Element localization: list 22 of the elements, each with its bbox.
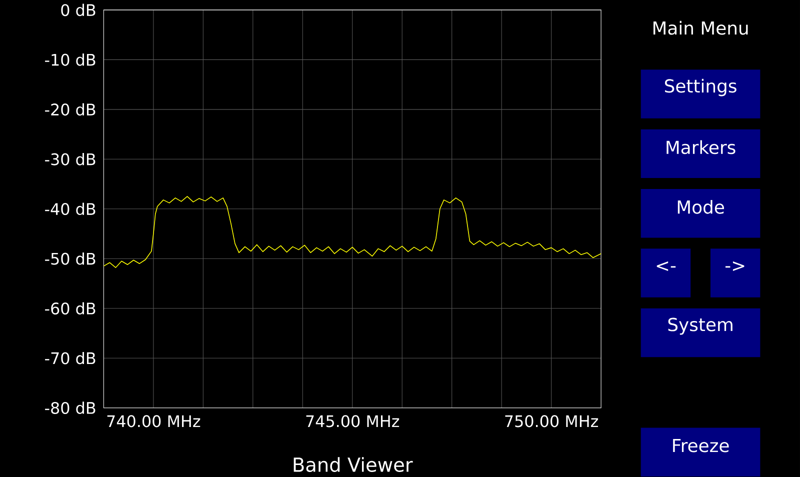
y-tick-label: -30 dB xyxy=(45,152,96,166)
y-tick-label: -60 dB xyxy=(45,302,96,314)
text: Settings xyxy=(664,78,736,96)
text: System xyxy=(668,318,732,335)
text: Main Menu xyxy=(654,20,748,35)
y-tick-label: 0 dB xyxy=(61,4,96,16)
text: <- xyxy=(656,261,676,271)
y-tick-label: -70 dB xyxy=(45,352,96,364)
text: Mode xyxy=(678,200,724,214)
text: Band Viewer xyxy=(294,456,413,472)
y-tick-label: -80 dB xyxy=(45,401,96,414)
text: Markers xyxy=(666,140,736,154)
x-tick-label: 745.00 MHz xyxy=(306,414,400,427)
line-series xyxy=(104,196,602,268)
y-tick-label: -40 dB xyxy=(45,202,96,215)
text: -> xyxy=(725,261,744,271)
x-tick-label: 740.00 MHz xyxy=(107,414,200,427)
y-tick-label: -10 dB xyxy=(45,53,96,66)
y-tick-label: -20 dB xyxy=(45,103,96,116)
text: Freeze xyxy=(673,438,729,452)
x-tick-label: 750.00 MHz xyxy=(505,414,598,427)
y-tick-label: -50 dB xyxy=(45,252,96,265)
